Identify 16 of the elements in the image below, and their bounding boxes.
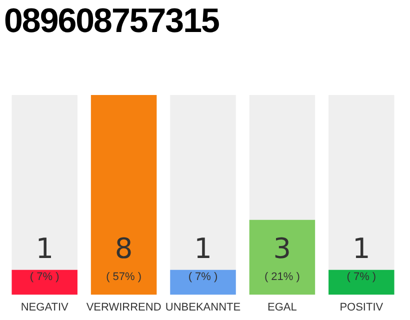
data-label: 1 — [194, 232, 212, 266]
x-tick-label: EGAL — [268, 301, 297, 314]
x-tick-label: UNBEKANNTE — [165, 301, 241, 314]
x-tick-label: POSITIV — [340, 301, 384, 314]
x-tick-label: NEGATIV — [20, 301, 69, 314]
annotation: ( 7% ) — [346, 270, 376, 283]
data-label: 1 — [36, 232, 54, 266]
annotation: ( 7% ) — [188, 270, 218, 283]
annotation: ( 7% ) — [30, 270, 60, 283]
chart-title: 089608757315 — [4, 2, 219, 41]
data-label: 3 — [273, 232, 292, 266]
annotation: ( 21% ) — [264, 270, 300, 283]
data-label: 8 — [114, 232, 133, 266]
data-label: 1 — [352, 232, 370, 266]
annotation: ( 57% ) — [106, 270, 142, 283]
x-tick-label: VERWIRREND — [86, 301, 162, 314]
